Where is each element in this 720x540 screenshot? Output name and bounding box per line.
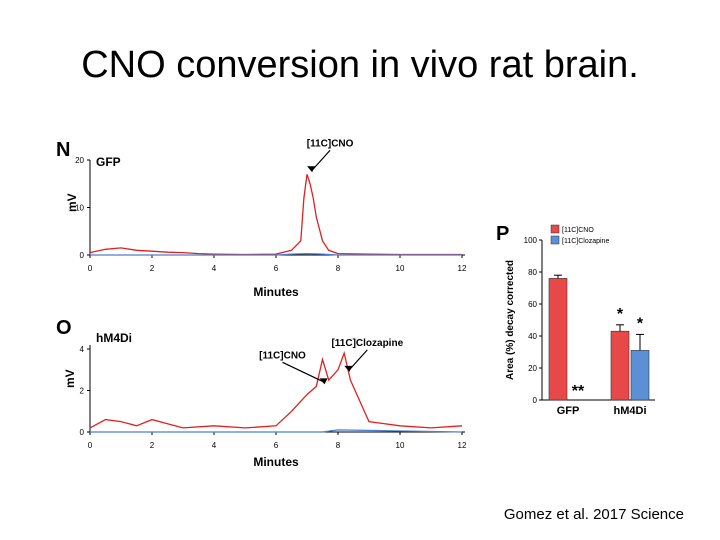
n-x-tick-label: 8 xyxy=(336,264,341,273)
n-annotation-arrow xyxy=(311,149,331,171)
panel-p-y-label: Area (%) decay corrected xyxy=(505,260,516,380)
p-category-label: GFP xyxy=(557,405,580,417)
n-annotation-label: [11C]CNO xyxy=(307,138,354,149)
panel-n-label: GFP xyxy=(96,155,121,169)
p-legend-swatch xyxy=(550,235,560,245)
p-y-tick-label: 20 xyxy=(528,364,537,373)
panel-n-x-label: Minutes xyxy=(253,285,299,299)
panel-o-letter: O xyxy=(56,317,72,339)
slide-title: CNO conversion in vivo rat brain. xyxy=(81,44,639,86)
o-annotation-arrow xyxy=(348,349,368,371)
o-x-tick-label: 6 xyxy=(274,441,279,450)
n-x-tick-label: 2 xyxy=(150,264,155,273)
panel-n-y-label: mV xyxy=(65,193,79,212)
o-x-tick-label: 0 xyxy=(88,441,93,450)
p-y-tick-label: 40 xyxy=(528,332,537,341)
o-y-tick-label: 2 xyxy=(80,387,85,396)
panel-p-letter: P xyxy=(496,223,509,245)
p-bar xyxy=(630,350,650,401)
o-series-blue xyxy=(90,429,463,433)
n-x-tick-label: 4 xyxy=(212,264,217,273)
p-legend-swatch xyxy=(550,224,560,234)
o-x-tick-label: 8 xyxy=(336,441,341,450)
o-x-tick-label: 2 xyxy=(150,441,155,450)
n-y-tick-label: 10 xyxy=(75,204,84,213)
p-legend-label: [11C]CNO xyxy=(562,227,594,234)
n-y-tick-label: 0 xyxy=(80,251,85,260)
panel-o-label: hM4Di xyxy=(96,331,132,345)
n-y-tick-label: 20 xyxy=(75,156,84,165)
n-x-tick-label: 10 xyxy=(396,264,405,273)
p-y-tick-label: 0 xyxy=(533,396,538,405)
p-legend-label: [11C]Clozapine xyxy=(562,238,609,245)
n-series-blue xyxy=(90,252,462,256)
o-annotation-arrowhead xyxy=(344,365,353,372)
panel-n-letter: N xyxy=(56,139,70,161)
o-series-red xyxy=(89,350,463,429)
o-y-tick-label: 0 xyxy=(80,428,85,437)
p-significance-marker: * xyxy=(617,306,624,323)
n-x-tick-label: 12 xyxy=(458,264,467,273)
o-x-tick-label: 10 xyxy=(396,441,405,450)
panel-o: O hM4Di 0 2 4 0 2 4 6 8 10 12 mV Minutes [11C]CN… xyxy=(56,317,467,469)
citation: Gomez et al. 2017 Science xyxy=(503,506,684,523)
n-series-red xyxy=(89,174,462,256)
p-significance-marker: * xyxy=(637,315,644,332)
p-y-tick-label: 80 xyxy=(528,268,537,277)
o-annotation-arrow xyxy=(282,361,325,383)
p-y-tick-label: 100 xyxy=(524,236,538,245)
n-x-tick-label: 0 xyxy=(88,264,93,273)
p-bar xyxy=(610,330,630,401)
p-significance-marker: ** xyxy=(572,383,585,400)
o-x-tick-label: 4 xyxy=(212,441,217,450)
o-annotation-arrowhead xyxy=(319,378,328,385)
panel-n: N GFP 0 10 20 0 2 4 6 8 10 12 mV Minutes [11C]CN… xyxy=(56,138,467,299)
o-x-tick-label: 12 xyxy=(458,441,467,450)
panel-o-x-label: Minutes xyxy=(253,455,299,469)
o-annotation-label: [11C]Clozapine xyxy=(331,338,403,349)
n-x-tick-label: 6 xyxy=(274,264,279,273)
n-annotation-arrowhead xyxy=(307,166,316,173)
o-annotation-label: [11C]CNO xyxy=(259,350,306,361)
p-bar xyxy=(548,278,568,401)
o-y-tick-label: 4 xyxy=(80,345,85,354)
p-y-tick-label: 60 xyxy=(528,300,537,309)
p-category-label: hM4Di xyxy=(614,405,647,417)
panel-o-y-label: mV xyxy=(63,369,77,388)
